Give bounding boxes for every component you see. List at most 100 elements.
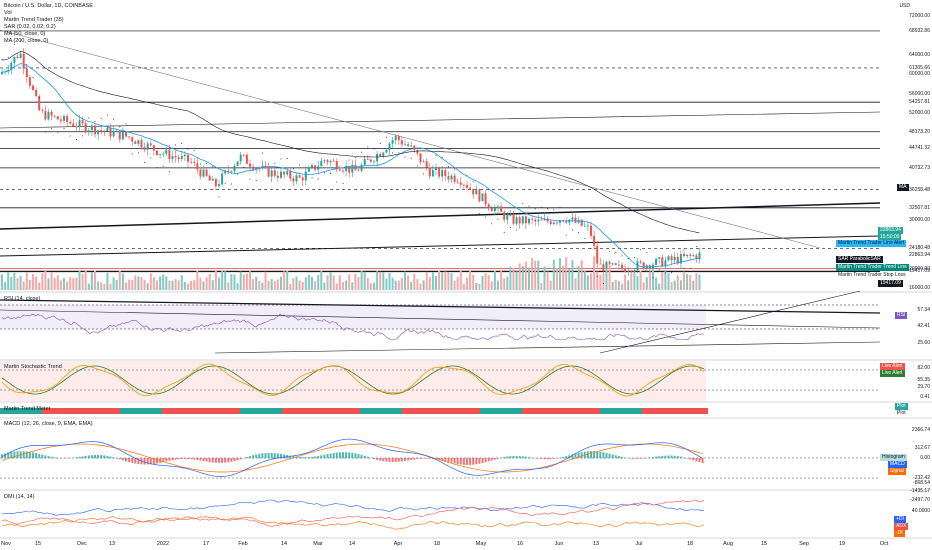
macd-histogram-bar bbox=[38, 453, 41, 459]
macd-histogram-bar bbox=[298, 456, 301, 459]
trend-meter-cell bbox=[612, 408, 618, 414]
sar-dot bbox=[441, 156, 443, 158]
volume-bar bbox=[645, 277, 648, 290]
candle-body bbox=[22, 53, 25, 69]
volume-bar bbox=[509, 266, 512, 290]
volume-bar bbox=[692, 280, 695, 290]
volume-bar bbox=[667, 273, 670, 290]
ma200-legend: MA (200, close, 0) bbox=[4, 38, 49, 44]
sar-dot bbox=[392, 152, 394, 154]
volume-bar bbox=[373, 282, 375, 290]
candle-body bbox=[205, 169, 208, 176]
candle-body bbox=[112, 131, 115, 137]
sar-dot bbox=[175, 144, 177, 146]
volume-bar bbox=[664, 271, 667, 290]
macd-histogram-bar bbox=[633, 458, 636, 459]
trend-meter-cell bbox=[18, 408, 24, 414]
volume-bar bbox=[444, 271, 447, 290]
trend-meter-cell bbox=[396, 408, 402, 414]
macd-histogram-bar bbox=[208, 458, 211, 463]
volume-bar bbox=[503, 278, 506, 290]
trend-meter-cell bbox=[534, 408, 540, 414]
volume-bar bbox=[388, 272, 391, 290]
sar-dot bbox=[75, 138, 77, 140]
volume-bar bbox=[267, 280, 270, 290]
price-axis-label: 22863.94 bbox=[909, 251, 930, 258]
macd-histogram-bar bbox=[652, 457, 654, 459]
macd-histogram-bar bbox=[230, 458, 233, 462]
candle-body bbox=[441, 170, 444, 177]
volume-bar bbox=[283, 271, 286, 290]
candle-body bbox=[63, 116, 65, 121]
time-axis-label: 16 bbox=[516, 541, 524, 547]
sar-dot bbox=[671, 272, 673, 274]
stoch-k-line bbox=[1, 363, 705, 397]
candle-body bbox=[549, 221, 552, 225]
time-axis-label: Jun bbox=[554, 541, 564, 547]
candle-body bbox=[366, 159, 369, 160]
sar-dot bbox=[410, 157, 412, 159]
trend-meter-cell bbox=[528, 408, 534, 414]
volume-bar bbox=[512, 267, 515, 290]
macd-histogram-bar bbox=[478, 458, 481, 464]
macd-histogram-bar bbox=[283, 454, 286, 459]
macd-histogram-bar bbox=[549, 458, 552, 460]
macd-histogram-bar bbox=[447, 458, 450, 462]
candle-body bbox=[484, 193, 487, 205]
macd-histogram-bar bbox=[391, 458, 394, 462]
macd-histogram-bar bbox=[617, 456, 620, 459]
macd-histogram-bar bbox=[233, 458, 236, 462]
macd-histogram-bar bbox=[345, 452, 348, 459]
volume-bar bbox=[469, 271, 472, 290]
sar-dot bbox=[491, 223, 493, 225]
candle-body bbox=[276, 175, 279, 178]
candle-body bbox=[214, 178, 217, 187]
macd-histogram-bar bbox=[134, 458, 137, 464]
volume-bar bbox=[369, 283, 372, 290]
countdown-tag: 15:50:09 bbox=[878, 234, 902, 241]
candle-body bbox=[131, 137, 134, 142]
price-axis-label: 56000.00 bbox=[909, 90, 930, 97]
macd-histogram-bar bbox=[518, 456, 521, 459]
macd-histogram-bar bbox=[360, 454, 363, 459]
candle-body bbox=[338, 169, 341, 171]
candle-body bbox=[301, 177, 304, 181]
macd-histogram-bar bbox=[642, 458, 645, 459]
candle-body bbox=[428, 167, 431, 177]
time-axis-label: Aug bbox=[723, 541, 733, 547]
trend-meter-cell bbox=[282, 408, 288, 414]
trend-meter-cell bbox=[672, 408, 678, 414]
macd-histogram-bar bbox=[13, 451, 16, 459]
volume-bar bbox=[673, 280, 676, 290]
volume-bar bbox=[162, 274, 165, 290]
candle-body bbox=[1, 72, 3, 75]
volume-bar bbox=[276, 279, 279, 290]
macd-histogram-bar bbox=[289, 455, 292, 459]
macd-histogram-bar bbox=[202, 458, 205, 462]
macd-histogram-bar bbox=[428, 458, 431, 459]
volume-bar bbox=[537, 260, 540, 290]
candle-body bbox=[621, 264, 623, 269]
trend-meter-cell bbox=[600, 408, 606, 414]
volume-bar bbox=[22, 281, 25, 290]
macd-histogram-bar bbox=[667, 455, 670, 459]
trend-meter-cell bbox=[0, 408, 6, 414]
macd-histogram-bar bbox=[528, 457, 530, 459]
macd-histogram-bar bbox=[540, 458, 543, 460]
candle-body bbox=[242, 154, 245, 156]
trend-meter-cell bbox=[174, 408, 180, 414]
sar-dot bbox=[503, 231, 505, 233]
stoch-axis-label: 0.41 bbox=[920, 394, 930, 400]
candle-body bbox=[41, 110, 44, 112]
volume-bar bbox=[106, 272, 109, 290]
volume-bar bbox=[165, 276, 168, 290]
macd-histogram-bar bbox=[493, 458, 496, 460]
sar-dot bbox=[181, 142, 183, 144]
trend-meter-cell bbox=[252, 408, 258, 414]
sar-dot bbox=[323, 172, 325, 174]
candle-body bbox=[360, 164, 363, 171]
macd-axis-label: 2366.74 bbox=[911, 427, 930, 433]
volume-bar bbox=[602, 273, 605, 290]
